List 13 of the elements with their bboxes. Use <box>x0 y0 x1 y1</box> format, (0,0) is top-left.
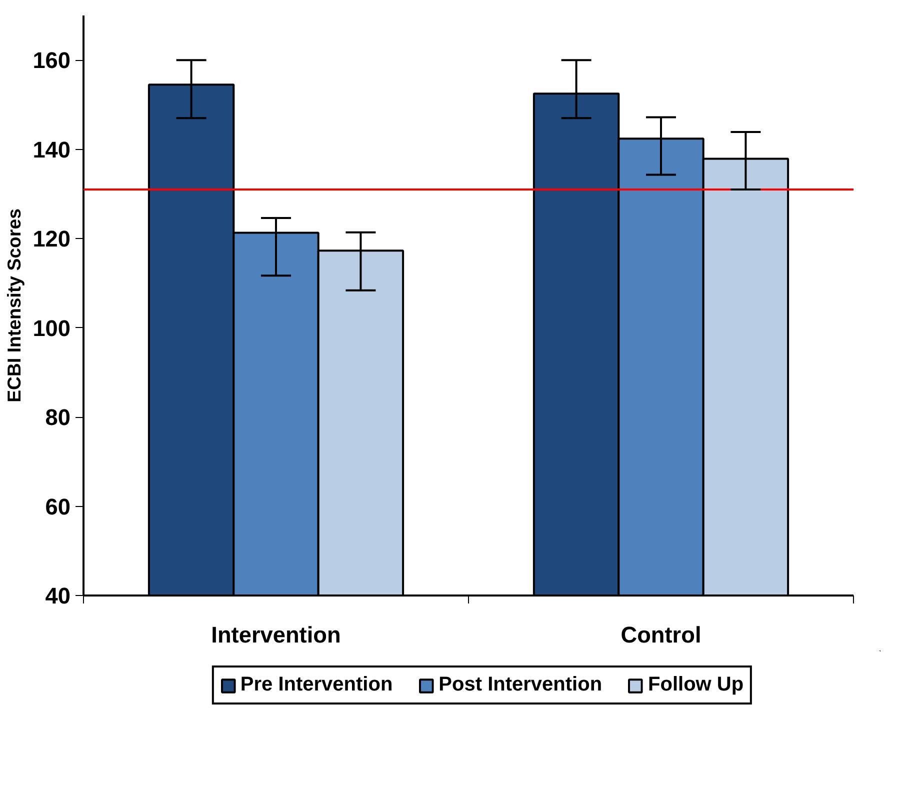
y-tick-label: 40 <box>45 582 70 608</box>
x-tick-label: Intervention <box>211 622 341 648</box>
y-tick-label: 100 <box>32 314 71 341</box>
y-tick-label: 80 <box>45 404 70 430</box>
y-tick-label: 140 <box>32 136 71 162</box>
x-tick-label: Control <box>620 622 702 648</box>
legend-label: Post Intervention <box>438 674 602 696</box>
y-axis-title: ECBI Intensity Scores <box>4 208 25 402</box>
legend-label: Follow Up <box>648 674 744 696</box>
y-tick-label: 160 <box>32 47 71 74</box>
y-tick-label: 60 <box>45 493 70 520</box>
y-tick-label: 120 <box>32 226 71 252</box>
legend-label: Pre Intervention <box>240 674 393 696</box>
